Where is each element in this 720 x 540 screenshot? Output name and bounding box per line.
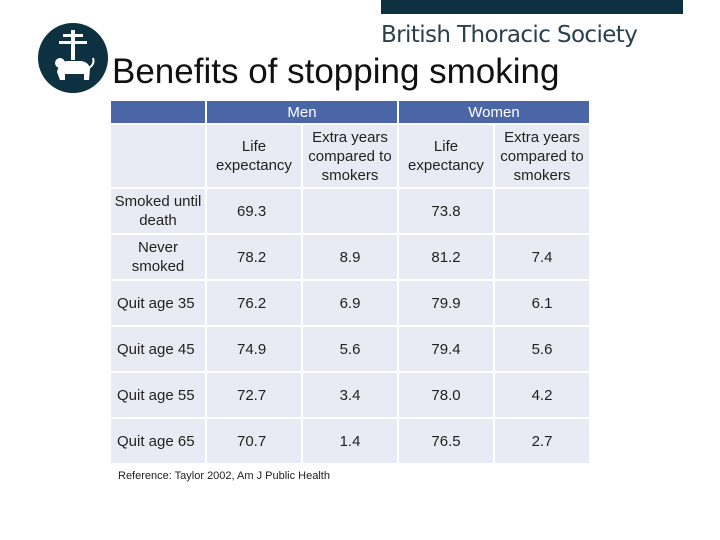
group-header-women: Women (399, 101, 589, 123)
brand-name: British Thoracic Society (381, 22, 638, 48)
table-row: Smoked until death 69.3 73.8 (111, 189, 589, 233)
women-life-expectancy-cell: 81.2 (399, 235, 493, 279)
row-label: Never smoked (111, 235, 205, 279)
men-life-expectancy-cell: 72.7 (207, 373, 301, 417)
brand-top-bar (381, 0, 683, 14)
women-extra-years-cell: 6.1 (495, 281, 589, 325)
row-label: Quit age 35 (111, 281, 205, 325)
subheader-men-life-expectancy: Life expectancy (207, 125, 301, 187)
men-life-expectancy-cell: 70.7 (207, 419, 301, 463)
men-life-expectancy-cell: 69.3 (207, 189, 301, 233)
men-extra-years-cell: 5.6 (303, 327, 397, 371)
subheader-row: Life expectancy Extra years compared to … (111, 125, 589, 187)
women-life-expectancy-cell: 73.8 (399, 189, 493, 233)
life-expectancy-table: Men Women Life expectancy Extra years co… (109, 99, 591, 465)
men-life-expectancy-cell: 74.9 (207, 327, 301, 371)
subheader-blank-cell (111, 125, 205, 187)
men-extra-years-cell: 3.4 (303, 373, 397, 417)
men-extra-years-cell (303, 189, 397, 233)
women-life-expectancy-cell: 79.4 (399, 327, 493, 371)
bts-crest-logo (38, 23, 108, 93)
women-extra-years-cell: 7.4 (495, 235, 589, 279)
subheader-women-life-expectancy: Life expectancy (399, 125, 493, 187)
table-row: Quit age 55 72.7 3.4 78.0 4.2 (111, 373, 589, 417)
slide-title: Benefits of stopping smoking (112, 52, 560, 91)
men-life-expectancy-cell: 76.2 (207, 281, 301, 325)
women-life-expectancy-cell: 78.0 (399, 373, 493, 417)
men-extra-years-cell: 1.4 (303, 419, 397, 463)
row-label: Quit age 65 (111, 419, 205, 463)
group-header-men: Men (207, 101, 397, 123)
women-extra-years-cell: 5.6 (495, 327, 589, 371)
subheader-women-extra-years: Extra years compared to smokers (495, 125, 589, 187)
women-extra-years-cell (495, 189, 589, 233)
header-blank-cell (111, 101, 205, 123)
men-extra-years-cell: 6.9 (303, 281, 397, 325)
row-label: Quit age 55 (111, 373, 205, 417)
women-extra-years-cell: 2.7 (495, 419, 589, 463)
subheader-men-extra-years: Extra years compared to smokers (303, 125, 397, 187)
women-life-expectancy-cell: 79.9 (399, 281, 493, 325)
men-extra-years-cell: 8.9 (303, 235, 397, 279)
women-life-expectancy-cell: 76.5 (399, 419, 493, 463)
group-header-row: Men Women (111, 101, 589, 123)
table-row: Quit age 35 76.2 6.9 79.9 6.1 (111, 281, 589, 325)
table-row: Quit age 65 70.7 1.4 76.5 2.7 (111, 419, 589, 463)
row-label: Smoked until death (111, 189, 205, 233)
reference-note: Reference: Taylor 2002, Am J Public Heal… (118, 470, 330, 482)
men-life-expectancy-cell: 78.2 (207, 235, 301, 279)
table-row: Never smoked 78.2 8.9 81.2 7.4 (111, 235, 589, 279)
row-label: Quit age 45 (111, 327, 205, 371)
women-extra-years-cell: 4.2 (495, 373, 589, 417)
table-row: Quit age 45 74.9 5.6 79.4 5.6 (111, 327, 589, 371)
